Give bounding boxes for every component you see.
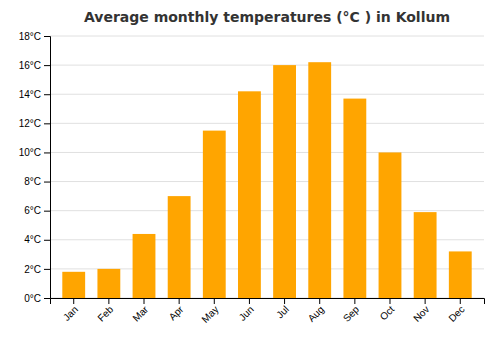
bar [238,91,261,298]
x-tick-mark [319,298,320,304]
y-tick-mark [44,298,50,299]
y-tick-label: 16°C [19,60,41,71]
grid [50,36,484,298]
x-tick-mark [249,298,250,304]
y-tick-label: 2°C [24,264,41,275]
y-axis: 0°C 2°C 4°C 6°C 8°C 10°C 12°C 14°C 16°C 18°C [19,31,51,304]
y-tick-label: 10°C [19,147,41,158]
x-tick: Oct [378,298,397,322]
x-tick: Nov [411,298,431,324]
x-tick-mark [73,298,74,304]
x-tick-label: Nov [411,304,431,324]
x-tick: May [200,298,221,325]
grid-line [50,181,484,182]
y-tick: 16°C [19,60,50,71]
bar [168,196,191,298]
chart: 0°C 2°C 4°C 6°C 8°C 10°C 12°C 14°C 16°C 18°C Jan Fe… [0,0,500,350]
x-tick-label: Feb [95,303,115,323]
x-tick-mark [354,298,355,304]
y-axis-line [44,37,51,299]
grid-line [50,210,484,211]
grid-line [50,65,484,66]
x-tick-label: Jul [274,304,291,321]
bar [379,152,402,298]
y-tick-mark [44,269,50,270]
x-tick-label: Jun [237,304,256,323]
x-tick-label: Sep [341,303,362,324]
y-tick-label: 0°C [24,293,41,304]
grid-line [50,123,484,124]
x-tick: Sep [341,298,362,324]
y-tick: 14°C [19,89,50,100]
bar [62,272,85,298]
y-tick-label: 8°C [24,176,41,187]
bar [273,65,296,298]
y-tick: 10°C [19,147,50,158]
bars [62,62,471,298]
y-tick: 18°C [19,31,50,42]
y-tick: 2°C [24,264,50,275]
y-tick-label: 18°C [19,31,41,42]
x-tick: Jun [237,298,256,323]
x-tick-label: Dec [446,304,466,324]
y-tick-mark [44,36,50,37]
plot: 0°C 2°C 4°C 6°C 8°C 10°C 12°C 14°C 16°C 18°C Jan Fe… [19,31,485,325]
y-tick: 6°C [24,205,50,216]
x-tick-label: Mar [130,303,150,323]
y-tick-mark [44,152,50,153]
y-tick: 12°C [19,118,50,129]
x-tick-label: May [200,304,221,325]
grid-line [50,94,484,95]
y-tick-mark [44,211,50,212]
x-tick-mark [108,298,109,304]
y-tick: 4°C [24,234,50,245]
x-tick-mark [460,298,461,304]
y-tick-label: 6°C [24,205,41,216]
title: Average monthly temperatures (°C ) in Ko… [84,9,450,25]
bar [203,131,226,298]
bar [133,234,156,298]
y-tick-mark [44,123,50,124]
x-tick: Aug [306,298,326,324]
y-tick-mark [44,182,50,183]
y-tick-label: 12°C [19,118,41,129]
y-tick-label: 4°C [24,234,41,245]
x-tick: Apr [167,298,186,322]
x-axis-line [51,299,485,305]
x-tick: Dec [446,298,466,324]
x-tick-mark [144,298,145,304]
x-tick-mark [214,298,215,304]
x-tick-mark [425,298,426,304]
y-tick-mark [44,94,50,95]
bar [449,251,472,298]
bar [414,212,437,298]
x-tick: Feb [95,298,115,324]
bar [343,99,366,298]
bar [308,62,331,298]
grid-line [50,36,484,37]
x-tick-label: Oct [378,304,397,323]
bar [97,269,120,298]
x-tick: Jan [61,298,80,323]
x-tick-mark [179,298,180,304]
y-tick: 0°C [24,293,50,304]
x-tick-label: Aug [306,304,326,324]
x-tick-label: Jan [61,304,80,323]
y-tick-label: 14°C [19,89,41,100]
y-tick-mark [44,240,50,241]
y-tick-mark [44,65,50,66]
x-tick-mark [389,298,390,304]
y-tick: 8°C [24,176,50,187]
x-tick: Jul [274,298,291,320]
grid-line [50,152,484,153]
x-tick: Mar [130,298,150,324]
x-tick-label: Apr [167,303,186,322]
x-axis: Jan Feb Mar Apr May Jun Jul Aug Sep Oct Nov Dec [51,298,485,325]
x-tick-mark [284,298,285,304]
